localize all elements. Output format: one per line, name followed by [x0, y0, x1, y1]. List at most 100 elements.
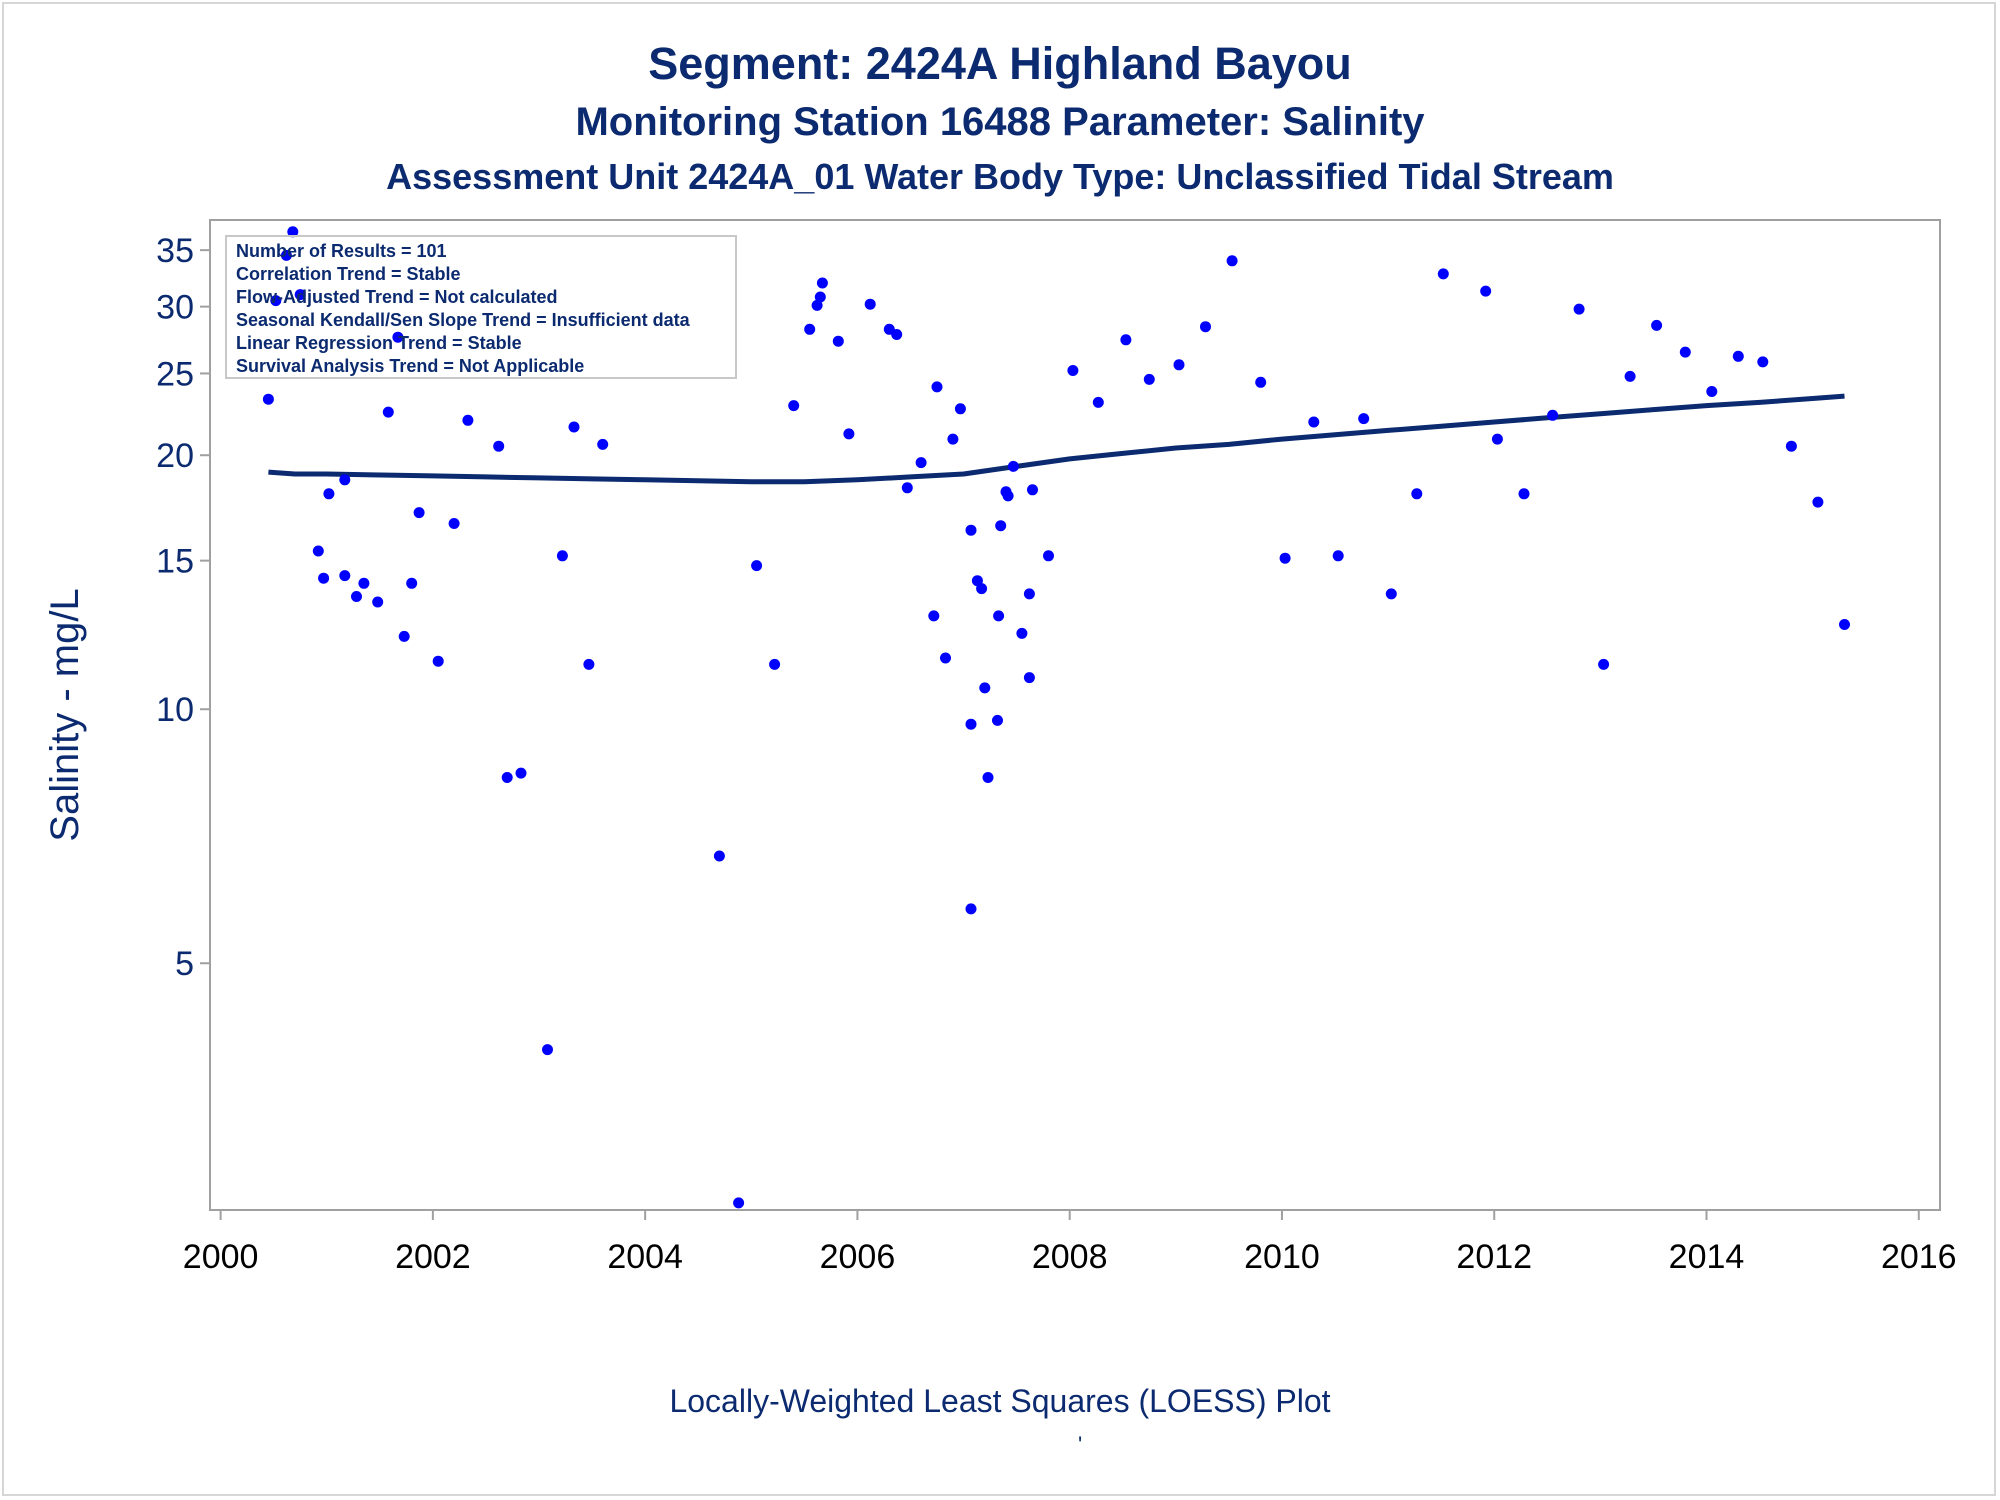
data-point	[556, 550, 568, 562]
y-tick-label: 25	[156, 355, 194, 393]
data-point	[965, 903, 977, 915]
data-point	[358, 577, 370, 589]
data-point	[493, 440, 505, 452]
data-point	[982, 772, 994, 783]
data-point	[1437, 268, 1449, 280]
data-point	[1547, 409, 1559, 421]
data-point	[1023, 588, 1035, 600]
x-tick-label: 2012	[1456, 1238, 1532, 1276]
y-tick-label: 10	[156, 691, 194, 729]
info-box-line: Survival Analysis Trend = Not Applicable	[236, 356, 584, 376]
data-point	[1839, 619, 1850, 630]
data-point	[287, 226, 299, 238]
axes: 5 10 15 20 25 30 35 2000 2002 2004 2006 2008 2010 201…	[156, 232, 1956, 1276]
data-point	[1358, 413, 1370, 425]
info-box: Number of Results = 101 Correlation Trend…	[225, 235, 737, 379]
data-point	[891, 329, 903, 340]
data-point	[1757, 356, 1769, 368]
data-point	[993, 610, 1005, 622]
data-point	[843, 428, 855, 440]
data-point	[1023, 672, 1035, 684]
data-point	[1279, 552, 1291, 564]
chart-title: Segment: 2424A Highland Bayou	[648, 38, 1352, 89]
data-point	[947, 433, 959, 445]
data-point	[262, 393, 274, 405]
data-point	[979, 682, 991, 694]
data-point	[1067, 365, 1079, 376]
data-point	[1518, 488, 1530, 500]
x-tick-label: 2002	[395, 1238, 471, 1276]
data-point	[816, 277, 828, 289]
data-point	[1226, 255, 1238, 267]
x-tick-label: 2014	[1669, 1238, 1745, 1276]
data-point	[323, 488, 335, 500]
data-point	[769, 658, 781, 670]
info-box-line: Correlation Trend = Stable	[236, 264, 461, 284]
data-point	[1812, 496, 1824, 508]
data-point	[1308, 416, 1320, 428]
data-point	[1385, 588, 1397, 600]
data-point	[1573, 303, 1585, 315]
data-point	[583, 658, 595, 670]
data-point	[1120, 334, 1132, 346]
data-point	[864, 298, 876, 310]
info-box-line: Seasonal Kendall/Sen Slope Trend = Insuf…	[236, 310, 691, 330]
data-point	[568, 421, 580, 433]
data-point	[928, 610, 940, 622]
data-point	[515, 767, 527, 779]
data-point	[965, 718, 977, 730]
data-point	[804, 323, 816, 335]
data-point	[1732, 350, 1744, 362]
y-tick-label: 5	[175, 945, 194, 983]
data-point	[351, 591, 362, 602]
info-box-frame	[225, 235, 737, 379]
data-point	[1411, 488, 1423, 500]
data-point	[312, 545, 324, 557]
data-point	[1480, 285, 1492, 297]
data-point	[339, 570, 351, 582]
data-points-layer	[262, 226, 1850, 1209]
data-point	[372, 596, 384, 608]
data-point	[1092, 396, 1104, 408]
data-point	[1200, 321, 1211, 333]
y-tick-label: 30	[156, 289, 194, 327]
data-point	[1706, 386, 1718, 397]
data-point	[995, 520, 1007, 532]
x-tick-label: 2000	[183, 1238, 259, 1276]
data-point	[832, 335, 844, 347]
data-point	[597, 438, 609, 450]
loess-line-layer	[268, 393, 1845, 485]
data-point	[1143, 373, 1155, 385]
data-point	[751, 560, 763, 572]
data-point	[1651, 319, 1663, 331]
data-point	[413, 507, 425, 519]
data-point	[1624, 370, 1636, 382]
info-box-line: Linear Regression Trend = Stable	[236, 333, 522, 353]
plot-frame	[209, 219, 1941, 1211]
info-box-line: Number of Results = 101	[236, 241, 447, 261]
footnote: Locally-Weighted Least Squares (LOESS) P…	[669, 1383, 1331, 1419]
data-point	[432, 655, 444, 667]
data-point	[398, 630, 410, 642]
y-tick-label: 15	[156, 543, 194, 581]
data-point	[814, 291, 826, 303]
data-point	[270, 295, 282, 307]
footnote-mark: '	[1078, 1432, 1083, 1457]
data-point	[1002, 490, 1014, 502]
chart-subtitle: Monitoring Station 16488 Parameter: Sali…	[575, 100, 1425, 144]
data-point	[931, 381, 943, 393]
data-point	[406, 577, 418, 589]
data-point	[294, 289, 306, 301]
x-tick-label: 2004	[607, 1238, 683, 1276]
data-point	[392, 331, 404, 343]
y-axis-title: Salinity - mg/L	[43, 588, 87, 841]
data-point	[501, 772, 513, 783]
loess-trend-line	[268, 393, 1845, 485]
data-point	[915, 457, 927, 469]
data-point	[901, 482, 913, 494]
plot-area	[209, 219, 1941, 1211]
data-point	[339, 474, 351, 486]
data-point	[992, 714, 1003, 726]
